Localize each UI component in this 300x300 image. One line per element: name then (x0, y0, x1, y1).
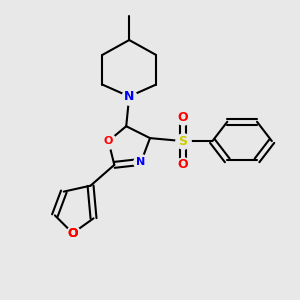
Text: N: N (124, 90, 134, 103)
Text: O: O (104, 136, 113, 146)
Text: O: O (68, 227, 78, 240)
Text: N: N (136, 157, 146, 167)
Text: O: O (177, 158, 188, 171)
Text: O: O (68, 227, 78, 240)
Text: O: O (177, 111, 188, 124)
Text: S: S (178, 135, 187, 148)
